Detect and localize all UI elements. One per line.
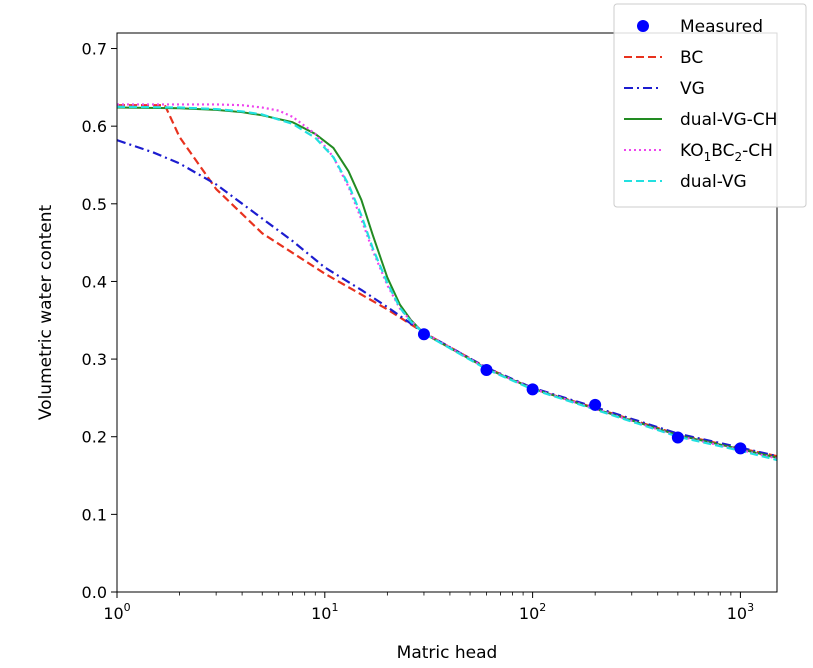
y-tick-label-3: 0.3 xyxy=(82,350,107,369)
measured-points-layer xyxy=(417,328,747,455)
y-tick-label-5: 0.5 xyxy=(82,195,107,214)
y-axis-label: Volumetric water content xyxy=(36,205,56,421)
y-tick-label-0: 0.0 xyxy=(82,583,107,602)
y-tick-label-2: 0.2 xyxy=(82,428,107,447)
measured-point-5 xyxy=(734,442,747,455)
measured-point-2 xyxy=(526,383,539,396)
x-tick-label-3: 103 xyxy=(727,601,754,623)
legend-label-2: dual-VG-CH xyxy=(680,110,777,130)
series-line-4 xyxy=(117,105,777,462)
legend-marker-measured xyxy=(637,20,649,32)
curves-layer xyxy=(117,103,777,462)
x-axis-ticks: 100 101 102 103 xyxy=(103,592,754,623)
y-tick-label-4: 0.4 xyxy=(82,272,107,291)
legend-box xyxy=(613,3,807,208)
series-line-1 xyxy=(117,139,777,458)
y-tick-label-7: 0.7 xyxy=(82,40,107,59)
x-tick-label-2: 102 xyxy=(519,601,546,623)
y-axis-ticks: 0.0 0.1 0.2 0.3 0.4 0.5 0.6 0.7 xyxy=(82,40,117,602)
legend-label-4: dual-VG xyxy=(680,172,747,192)
x-tick-label-1: 101 xyxy=(311,601,338,623)
x-axis-label: Matric head xyxy=(397,643,498,663)
y-tick-label-1: 0.1 xyxy=(82,505,107,524)
x-tick-label-0: 100 xyxy=(103,601,130,623)
measured-point-3 xyxy=(589,398,602,411)
legend-label-3: KO1BC2-CH xyxy=(680,141,773,164)
legend-label-1: VG xyxy=(680,79,705,99)
plot-frame xyxy=(116,32,778,593)
measured-point-1 xyxy=(480,363,493,376)
legend-label-0: BC xyxy=(680,48,703,68)
measured-point-0 xyxy=(417,328,430,341)
legend: Measured BC VG dual-VG-CH KO1BC2-CH dual-VG xyxy=(613,3,807,208)
measured-point-4 xyxy=(671,431,684,444)
legend-label-measured: Measured xyxy=(680,17,763,37)
y-tick-label-6: 0.6 xyxy=(82,117,107,136)
